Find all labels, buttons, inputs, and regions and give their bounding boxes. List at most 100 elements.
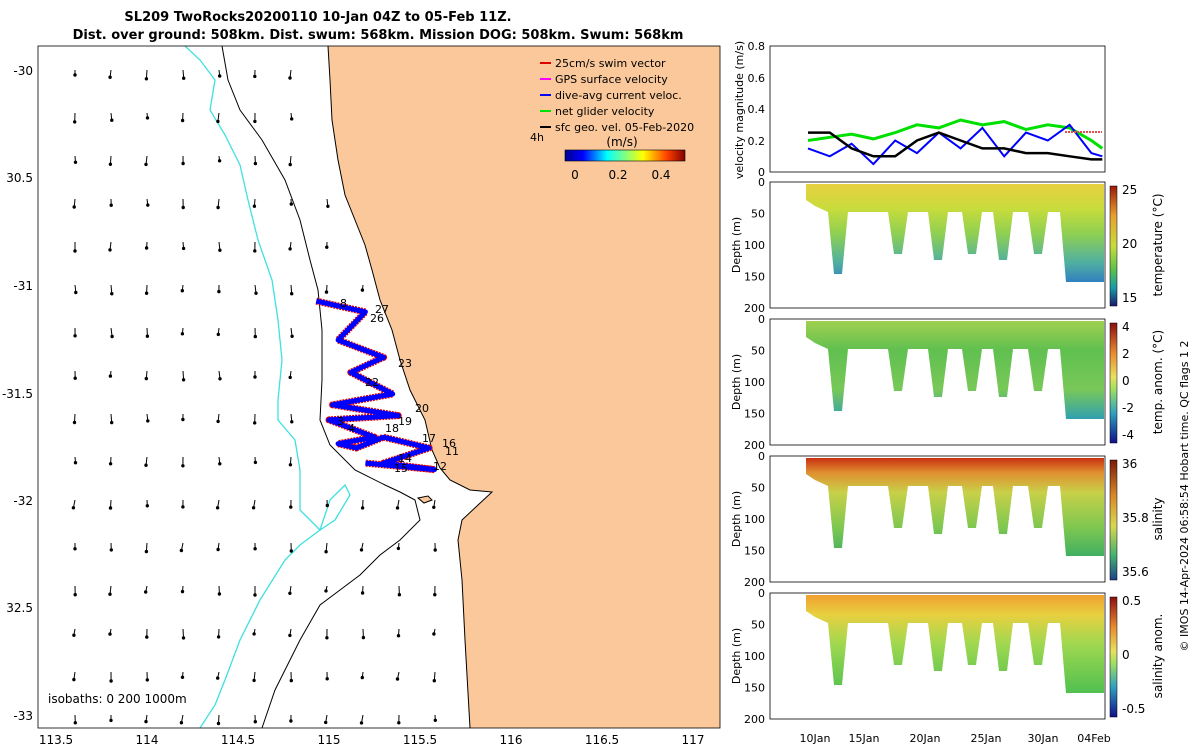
velocity-y-tick: 0.4 bbox=[748, 103, 766, 116]
velocity-arrow-head bbox=[252, 204, 257, 208]
velocity-arrow-head bbox=[433, 548, 437, 552]
velocity-arrow-head bbox=[397, 721, 401, 725]
velocity-arrow-head bbox=[144, 463, 148, 467]
velocity-arrow-head bbox=[144, 291, 149, 295]
velocity-y-axis: 0.8 0.6 0.4 0.2 0 bbox=[748, 40, 766, 179]
map-y-tick: -30 bbox=[13, 64, 33, 78]
velocity-arrow-head bbox=[109, 679, 113, 683]
velocity-arrow-head bbox=[108, 592, 112, 596]
velocity-arrow-head bbox=[110, 118, 114, 122]
track-day-label: 27 bbox=[375, 303, 389, 316]
legend-label-gps: GPS surface velocity bbox=[555, 73, 668, 86]
velocity-arrow-head bbox=[110, 420, 114, 425]
depth-tick: 100 bbox=[744, 239, 765, 252]
map-x-tick: 113.5 bbox=[39, 733, 73, 747]
track-day-label: 20 bbox=[415, 402, 429, 415]
track-day-label: 17 bbox=[422, 432, 436, 445]
velocity-arrow-head bbox=[145, 678, 150, 682]
velocity-arrow-head bbox=[324, 589, 328, 593]
track-day-label: 16 bbox=[442, 437, 456, 450]
velocity-arrow-head bbox=[110, 292, 114, 296]
colorbar-unit: (m/s) bbox=[606, 135, 637, 149]
velocity-arrow-head bbox=[217, 592, 222, 596]
depth-tick: 0 bbox=[758, 450, 765, 463]
velocity-arrow-head bbox=[180, 289, 185, 293]
colorbar-tick: 0.4 bbox=[651, 168, 670, 182]
velocity-arrow-head bbox=[144, 162, 148, 167]
velocity-arrow-head bbox=[216, 676, 220, 680]
time-tick: 20Jan bbox=[910, 732, 941, 745]
velocity-y-label: velocity magnitude (m/s) bbox=[733, 41, 746, 179]
depth-tick: 150 bbox=[744, 682, 765, 695]
depth-tick: 100 bbox=[744, 650, 765, 663]
track-day-label: 15 bbox=[394, 462, 408, 475]
velocity-arrow-head bbox=[359, 721, 364, 725]
velocity-arrow-head bbox=[71, 506, 76, 510]
velocity-arrow-head bbox=[253, 74, 257, 79]
velocity-arrow-head bbox=[432, 505, 436, 509]
map-x-tick: 115 bbox=[318, 733, 341, 747]
velocity-arrow-head bbox=[289, 719, 293, 723]
velocity-arrow-head bbox=[110, 334, 114, 339]
velocity-arrow-head bbox=[73, 334, 77, 338]
map-land bbox=[328, 46, 720, 728]
velocity-arrow-head bbox=[288, 633, 292, 638]
time-tick: 10Jan bbox=[800, 732, 831, 745]
colorbar-tick: 25 bbox=[1122, 183, 1137, 197]
legend-label-geo: sfc geo. vel. 05-Feb-2020 bbox=[555, 121, 694, 134]
velocity-arrow-head bbox=[324, 720, 328, 725]
velocity-arrow-head bbox=[108, 75, 112, 79]
depth-tick: 200 bbox=[744, 576, 765, 589]
velocity-arrow-head bbox=[144, 246, 149, 250]
colorbar-label: temperature (°C) bbox=[1151, 194, 1165, 297]
track-day-label: 26 bbox=[370, 312, 384, 325]
velocity-arrow-head bbox=[325, 503, 329, 508]
velocity-arrow-head bbox=[395, 506, 400, 510]
velocity-arrow-head bbox=[252, 678, 256, 683]
velocity-arrow-head bbox=[108, 632, 112, 636]
velocity-arrow-head bbox=[359, 548, 364, 552]
velocity-arrow-head bbox=[253, 593, 257, 597]
velocity-arrow-head bbox=[216, 419, 220, 424]
track-day-label: 12 bbox=[433, 460, 447, 473]
depth-tick: 50 bbox=[751, 208, 765, 221]
track-day-label: 8 bbox=[340, 297, 347, 310]
velocity-arrow-head bbox=[216, 635, 221, 639]
velocity-arrow-head bbox=[254, 291, 258, 295]
velocity-y-tick: 0.8 bbox=[748, 40, 766, 53]
track-current-velocity bbox=[315, 298, 438, 473]
track-day-label: 18 bbox=[385, 422, 399, 435]
velocity-arrow-head bbox=[145, 116, 150, 120]
velocity-arrow-head bbox=[288, 463, 293, 467]
map-x-tick: 116.5 bbox=[585, 733, 619, 747]
velocity-arrow-head bbox=[180, 332, 185, 336]
track-day-label: 3 bbox=[337, 415, 344, 428]
colorbar-tick: -0.5 bbox=[1122, 702, 1145, 716]
map-y-tick: 32.5 bbox=[6, 601, 33, 615]
velocity-arrow-head bbox=[326, 204, 330, 209]
map-x-tick: 115.5 bbox=[403, 733, 437, 747]
depth-tick: 150 bbox=[744, 271, 765, 284]
section-field bbox=[806, 184, 1104, 282]
velocity-arrow-head bbox=[288, 247, 292, 251]
velocity-arrow-head bbox=[218, 74, 222, 78]
track-day-label: 14 bbox=[398, 452, 412, 465]
section-field bbox=[806, 458, 1104, 556]
colorbar-tick: 4 bbox=[1122, 320, 1130, 334]
velocity-arrow-head bbox=[289, 202, 293, 206]
colorbar-tick: 36 bbox=[1122, 457, 1137, 471]
map-x-tick: 117 bbox=[682, 733, 705, 747]
velocity-arrow-head bbox=[251, 506, 256, 510]
track-day-labels: 8 27 26 23 22 20 19 18 4 3 17 16 11 14 1… bbox=[337, 297, 459, 475]
depth-tick: 200 bbox=[744, 439, 765, 452]
velocity-arrow-head bbox=[433, 593, 437, 597]
depth-tick: 0 bbox=[758, 587, 765, 600]
velocity-arrow-head bbox=[109, 203, 113, 207]
velocity-arrow-head bbox=[324, 290, 329, 294]
velocity-arrow-head bbox=[216, 332, 221, 337]
velocity-arrow-head bbox=[325, 245, 329, 249]
section-field bbox=[806, 595, 1104, 693]
velocity-arrow-head bbox=[396, 546, 401, 551]
